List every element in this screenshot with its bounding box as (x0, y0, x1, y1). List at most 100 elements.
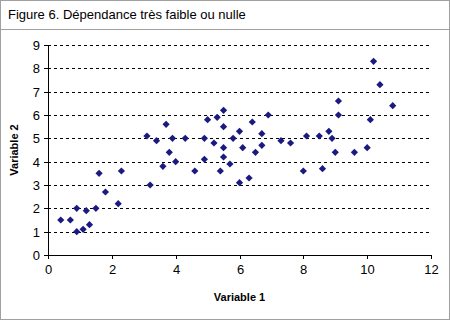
scatter-point (245, 174, 252, 181)
y-axis-label: Variable 2 (8, 124, 20, 175)
scatter-point (166, 149, 173, 156)
y-tick-label: 6 (33, 108, 40, 123)
y-tick (44, 232, 48, 233)
x-tick-label: 2 (109, 262, 116, 277)
scatter-point (230, 135, 237, 142)
scatter-point (204, 116, 211, 123)
x-tick-label: 10 (360, 262, 374, 277)
scatter-point (67, 216, 74, 223)
scatter-point (332, 149, 339, 156)
y-tick (44, 92, 48, 93)
scatter-point (172, 158, 179, 165)
scatter-point (389, 102, 396, 109)
scatter-point (86, 221, 93, 228)
y-tick-label: 2 (33, 201, 40, 216)
scatter-point (153, 137, 160, 144)
chart-container: Figure 6. Dépendance très faible ou null… (0, 0, 450, 320)
scatter-point (277, 137, 284, 144)
y-tick (44, 185, 48, 186)
chart-svg: Figure 6. Dépendance très faible ou null… (0, 0, 450, 320)
scatter-point (287, 139, 294, 146)
scatter-point (249, 118, 256, 125)
scatter-point (239, 144, 246, 151)
x-axis-label: Variable 1 (214, 291, 265, 303)
scatter-point (300, 167, 307, 174)
points-group (57, 58, 396, 236)
scatter-point (201, 156, 208, 163)
grid-line (48, 68, 431, 69)
scatter-point (316, 132, 323, 139)
grid-line (48, 92, 431, 93)
scatter-point (201, 135, 208, 142)
scatter-point (83, 207, 90, 214)
scatter-point (220, 153, 227, 160)
x-tick-label: 12 (424, 262, 438, 277)
y-axis (48, 45, 49, 256)
scatter-point (95, 170, 102, 177)
scatter-point (335, 97, 342, 104)
y-tick-label: 5 (33, 131, 40, 146)
scatter-point (364, 144, 371, 151)
scatter-point (115, 200, 122, 207)
scatter-point (258, 142, 265, 149)
scatter-point (162, 121, 169, 128)
scatter-point (303, 132, 310, 139)
scatter-point (80, 226, 87, 233)
y-tick-label: 3 (33, 178, 40, 193)
y-tick-label: 1 (33, 225, 40, 240)
x-tick-label: 0 (45, 262, 52, 277)
scatter-point (191, 167, 198, 174)
scatter-point (376, 81, 383, 88)
scatter-point (236, 179, 243, 186)
scatter-point (217, 167, 224, 174)
y-tick (44, 255, 48, 256)
y-tick (44, 162, 48, 163)
grid-line (48, 45, 431, 46)
scatter-point (220, 144, 227, 151)
scatter-point (182, 135, 189, 142)
title-separator (1, 29, 450, 30)
scatter-point (73, 205, 80, 212)
y-tick-label: 8 (33, 61, 40, 76)
scatter-point (265, 111, 272, 118)
y-tick (44, 208, 48, 209)
scatter-point (147, 181, 154, 188)
scatter-point (73, 228, 80, 235)
scatter-point (236, 128, 243, 135)
grid-line (48, 232, 431, 233)
scatter-point (118, 167, 125, 174)
scatter-point (102, 188, 109, 195)
y-tick (44, 45, 48, 46)
scatter-point (143, 132, 150, 139)
grid-line (48, 208, 431, 209)
chart-title: Figure 6. Dépendance très faible ou null… (8, 7, 246, 22)
scatter-point (319, 165, 326, 172)
y-tick-label: 4 (33, 155, 40, 170)
grid-line (48, 162, 431, 163)
x-tick-label: 4 (173, 262, 180, 277)
y-tick (44, 115, 48, 116)
y-tick-label: 9 (33, 38, 40, 53)
y-tick-label: 0 (33, 248, 40, 263)
scatter-point (226, 160, 233, 167)
scatter-point (220, 107, 227, 114)
scatter-point (328, 135, 335, 142)
scatter-point (258, 130, 265, 137)
x-tick (431, 255, 432, 259)
scatter-point (252, 149, 259, 156)
scatter-point (370, 58, 377, 65)
scatter-point (351, 149, 358, 156)
x-axis (48, 255, 431, 256)
grid-line (48, 115, 431, 116)
scatter-point (210, 139, 217, 146)
y-tick (44, 138, 48, 139)
scatter-point (92, 205, 99, 212)
scatter-point (220, 123, 227, 130)
scatter-point (367, 116, 374, 123)
scatter-point (325, 128, 332, 135)
x-tick-label: 8 (300, 262, 307, 277)
y-tick (44, 68, 48, 69)
scatter-point (57, 216, 64, 223)
scatter-point (169, 135, 176, 142)
y-tick-label: 7 (33, 85, 40, 100)
